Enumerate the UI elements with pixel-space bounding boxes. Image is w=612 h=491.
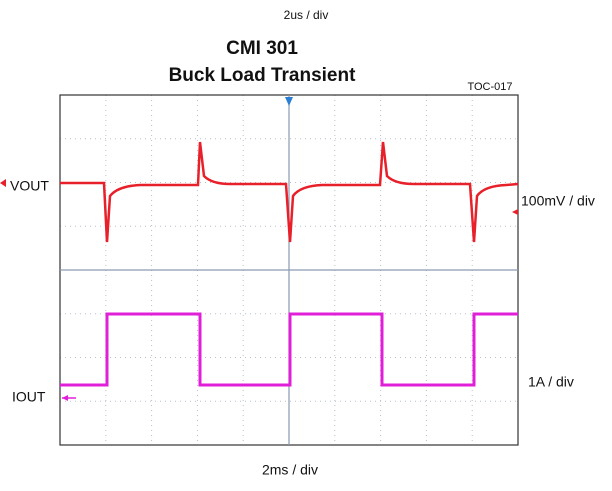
- subtitle: Buck Load Transient: [169, 65, 357, 86]
- iout-scale: 1A / div: [528, 374, 574, 390]
- figure-id: TOC-017: [467, 81, 512, 93]
- title: CMI 301: [226, 38, 298, 59]
- iout-trace: [60, 312, 518, 387]
- timebase: 2ms / div: [262, 462, 318, 478]
- vout-scale: 100mV / div: [521, 193, 595, 209]
- trigger-marker: [285, 97, 293, 106]
- vout-trace: [60, 141, 519, 243]
- vout-label: VOUT: [10, 178, 49, 194]
- timebase-top: 2us / div: [284, 8, 329, 22]
- vout-offset-marker: [512, 209, 518, 215]
- vout-marker: [0, 179, 6, 187]
- iout-label: IOUT: [12, 389, 46, 405]
- iout-arrowhead: [62, 395, 68, 401]
